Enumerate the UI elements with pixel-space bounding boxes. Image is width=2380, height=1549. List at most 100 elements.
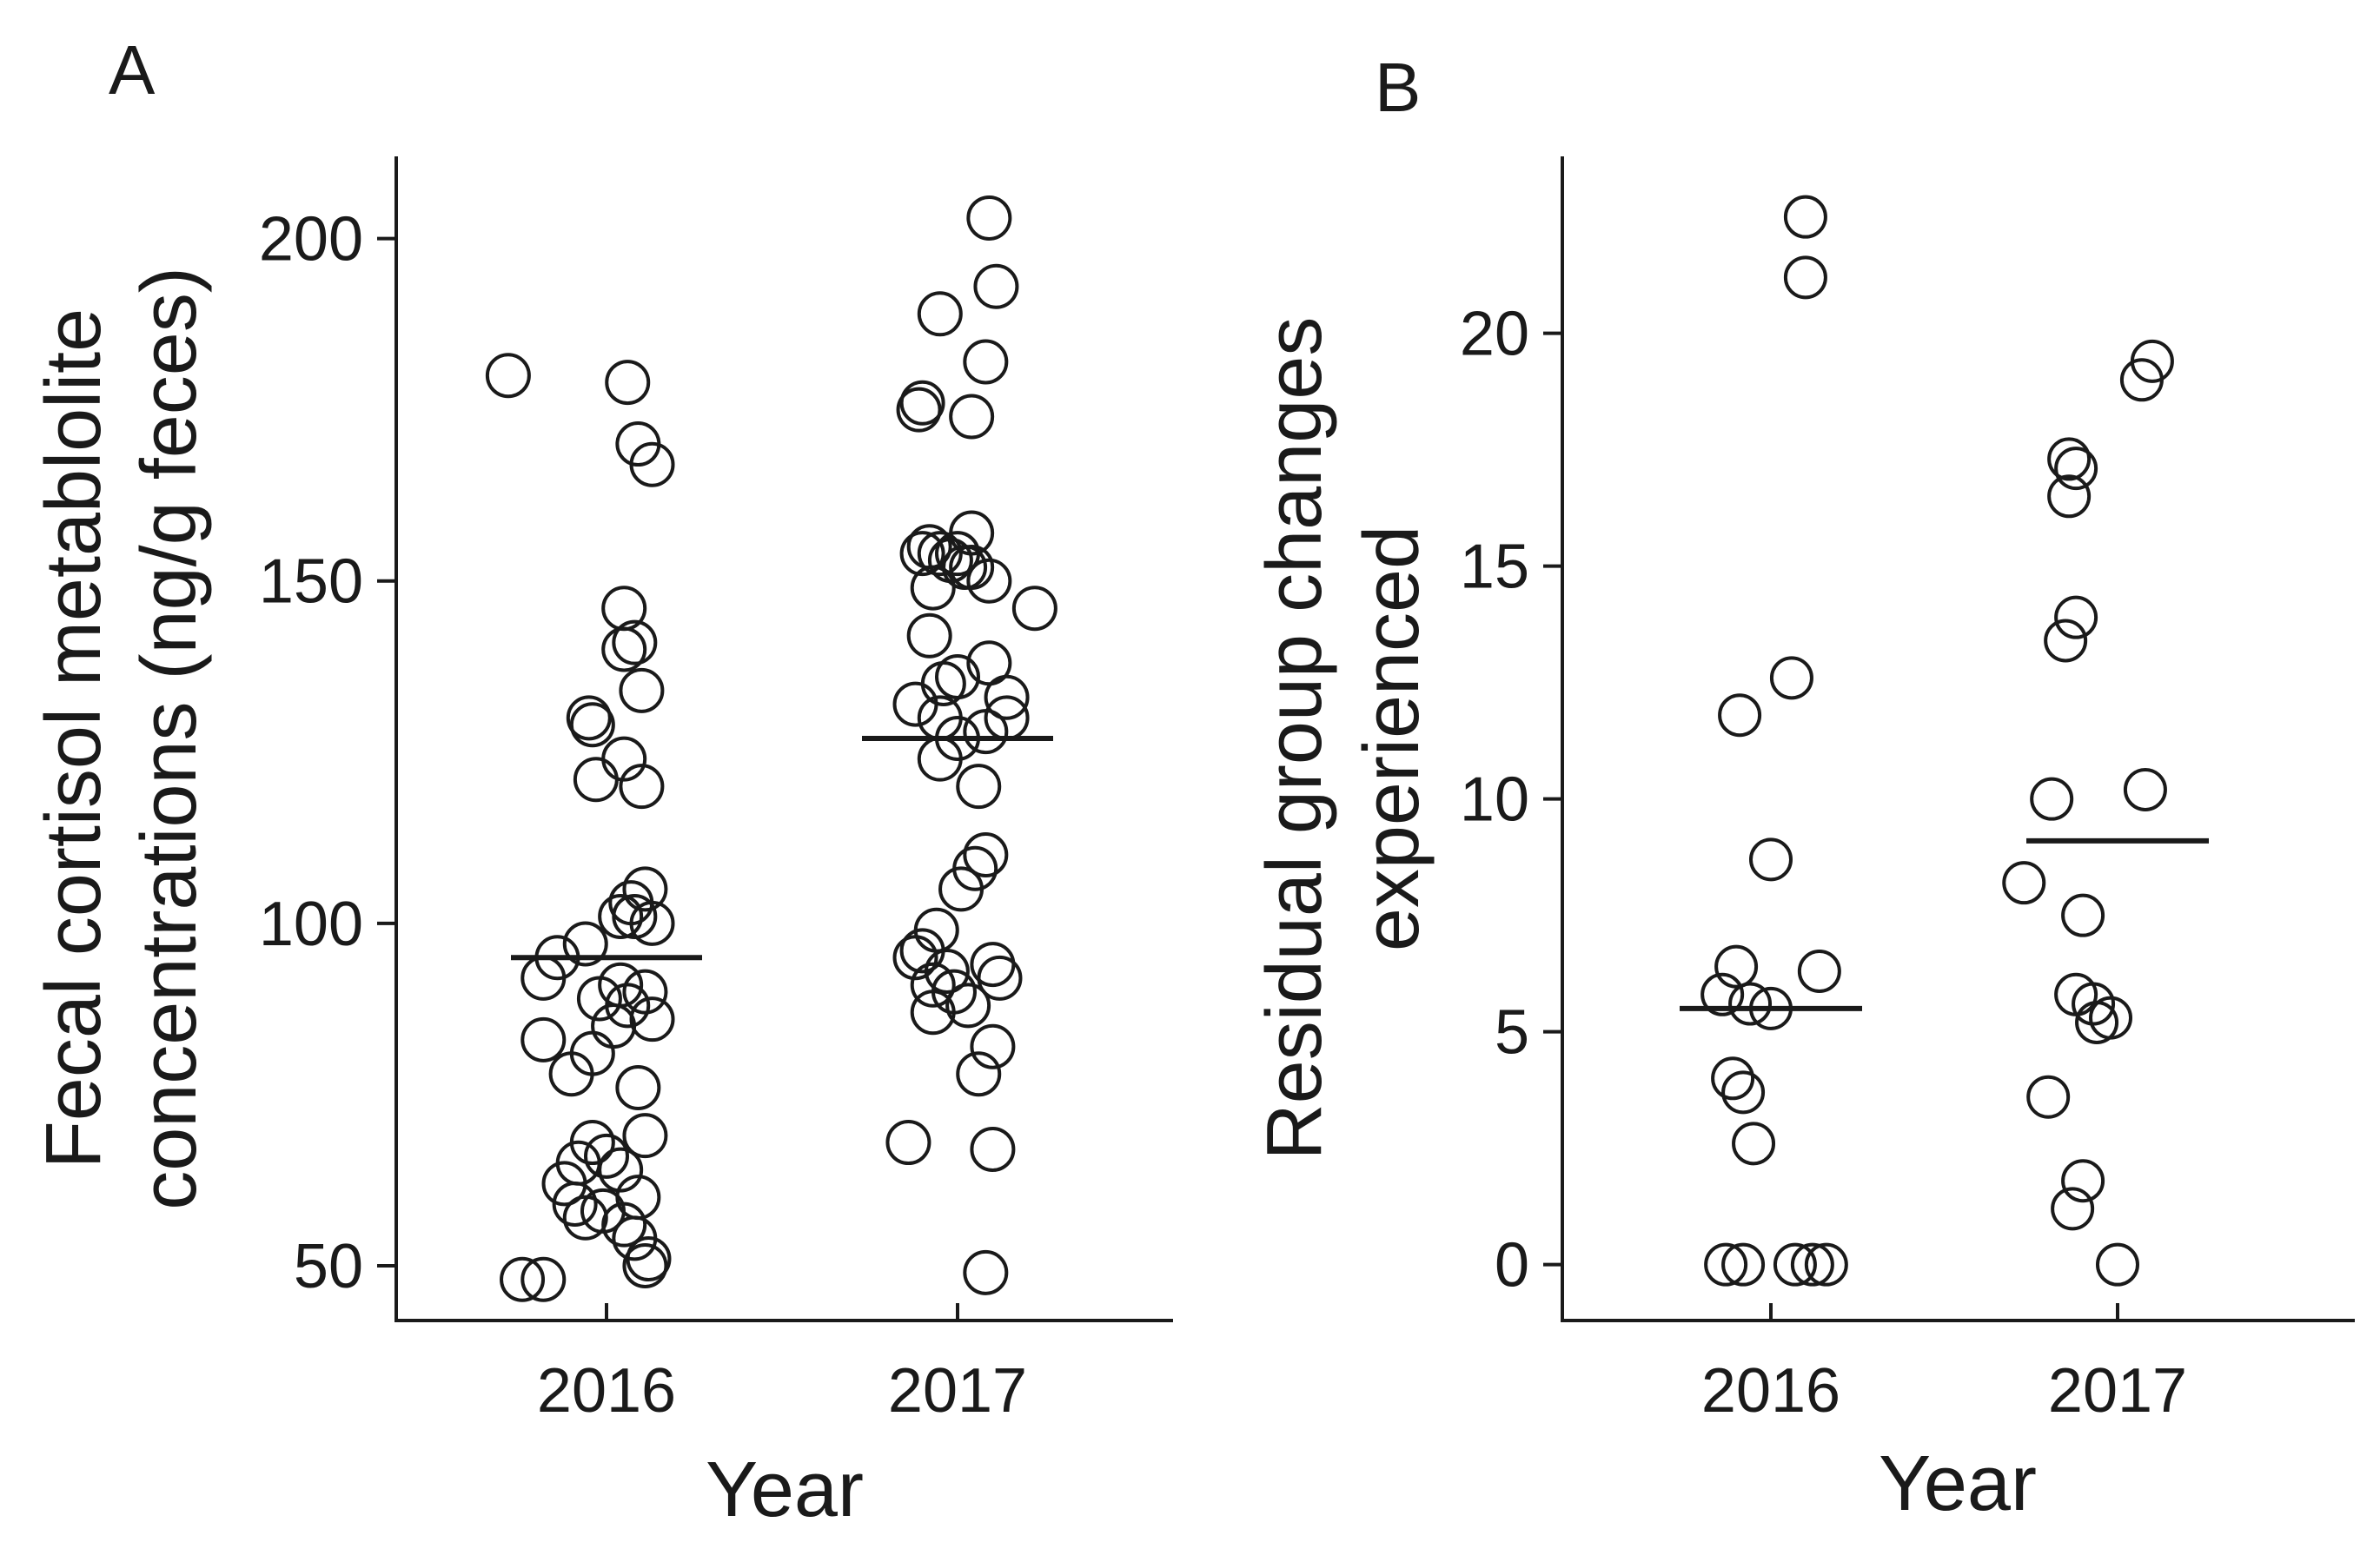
data-point-2017: [970, 1023, 1016, 1069]
data-point-2016: [1704, 1242, 1748, 1287]
data-point-2016: [1769, 656, 1813, 700]
data-point-2016: [576, 976, 622, 1022]
data-point-2016: [500, 1256, 546, 1302]
data-point-2016: [619, 667, 665, 713]
data-point-2017: [1011, 586, 1057, 632]
data-point-2016: [1749, 837, 1793, 882]
data-point-2016: [1714, 944, 1759, 989]
data-point-2017: [949, 394, 995, 440]
data-point-2016: [520, 1016, 567, 1062]
data-point-2016: [629, 996, 675, 1043]
panel-b-y-label-line-2: experienced: [1349, 526, 1435, 951]
data-point-2017: [910, 990, 956, 1036]
data-point-2016: [562, 921, 608, 967]
data-point-2016: [1790, 1242, 1834, 1287]
data-point-2016: [485, 353, 531, 399]
data-point-2016: [541, 1161, 587, 1207]
data-point-2016: [1728, 982, 1773, 1026]
data-point-2016: [584, 1133, 629, 1179]
data-point-2017: [2002, 861, 2046, 905]
data-point-2016: [622, 1242, 668, 1288]
data-point-2017: [2026, 1075, 2071, 1119]
data-point-2017: [910, 565, 956, 611]
data-point-2016: [605, 360, 651, 406]
data-point-2016: [629, 441, 675, 487]
data-point-2017: [966, 558, 1012, 604]
y-tick-label: 150: [259, 547, 363, 617]
data-point-2016: [1732, 1122, 1776, 1166]
data-point-2016: [1797, 950, 1841, 993]
panel-b: B 0 5 10 15 20 2016 2017 Year Residual group …: [1251, 49, 2355, 1527]
data-point-2016: [1783, 195, 1827, 239]
data-point-2017: [906, 612, 952, 659]
panel-b-y-ticks: 0 5 10 15 20: [1460, 300, 1562, 1301]
data-point-2016: [548, 1051, 594, 1097]
y-tick-label: 10: [1460, 765, 1529, 835]
panel-a-y-ticks: 50 100 150 200: [259, 205, 396, 1301]
data-point-2017: [899, 531, 945, 577]
data-point-2017: [2075, 1000, 2119, 1044]
data-point-2017: [2119, 358, 2164, 402]
x-tick-label: 2016: [1701, 1356, 1840, 1426]
data-point-2016: [626, 1236, 672, 1282]
data-point-2017: [917, 531, 963, 577]
panel-a-means: [511, 736, 1053, 961]
data-point-2017: [970, 1126, 1016, 1172]
data-point-2017: [2047, 437, 2092, 481]
data-point-2016: [1721, 1070, 1766, 1115]
data-point-2016: [566, 695, 612, 741]
data-point-2017: [2123, 767, 2167, 811]
data-point-2016: [598, 1147, 644, 1193]
panel-a-label: A: [109, 31, 156, 109]
data-point-2016: [1804, 1242, 1848, 1287]
panel-b-y-label-line-1: Residual group changes: [1251, 317, 1338, 1161]
data-point-2017: [885, 1120, 931, 1166]
y-tick-label: 15: [1460, 533, 1529, 602]
data-point-2017: [2061, 1159, 2105, 1203]
panel-b-x-label: Year: [1879, 1440, 2037, 1527]
data-point-2016: [601, 1201, 647, 1248]
panel-a-points: [485, 195, 1057, 1302]
panel-a-y-label-line-1: Fecal cortisol metablolite: [30, 308, 117, 1168]
data-point-2017: [892, 935, 938, 981]
data-point-2016: [598, 893, 644, 939]
data-point-2016: [569, 702, 615, 748]
panel-a-x-label: Year: [706, 1446, 864, 1533]
data-point-2017: [2061, 893, 2105, 937]
data-point-2016: [612, 619, 658, 665]
data-point-2017: [956, 764, 1002, 810]
data-point-2017: [949, 544, 995, 590]
data-point-2017: [917, 291, 963, 337]
data-point-2017: [892, 681, 938, 727]
data-point-2017: [977, 955, 1023, 1001]
panel-b-points: [1700, 195, 2174, 1287]
data-point-2017: [973, 263, 1019, 309]
x-tick-label: 2017: [888, 1356, 1027, 1426]
y-tick-label: 50: [294, 1232, 363, 1301]
panel-b-x-ticks: 2016 2017: [1701, 1303, 2187, 1426]
data-point-2016: [1773, 1242, 1817, 1287]
data-point-2016: [622, 1113, 668, 1159]
data-point-2017: [2051, 1187, 2095, 1231]
data-point-2016: [520, 1256, 567, 1302]
data-point-2017: [956, 1051, 1002, 1097]
data-point-2016: [629, 900, 675, 946]
data-point-2016: [562, 1195, 608, 1241]
y-tick-label: 100: [259, 890, 363, 959]
data-point-2017: [910, 962, 956, 1008]
y-tick-label: 5: [1495, 998, 1529, 1068]
data-point-2017: [896, 387, 942, 433]
y-tick-label: 0: [1495, 1231, 1529, 1301]
y-tick-label: 20: [1460, 300, 1529, 369]
data-point-2016: [1711, 1056, 1755, 1101]
x-tick-label: 2017: [2048, 1356, 2187, 1426]
data-point-2017: [963, 832, 1009, 877]
data-point-2017: [963, 1249, 1009, 1295]
panel-a-y-label-line-2: concentrations (ng/g feces): [126, 267, 213, 1210]
data-point-2016: [552, 1182, 598, 1227]
data-point-2017: [938, 866, 984, 912]
data-point-2017: [966, 195, 1012, 241]
data-point-2017: [984, 674, 1030, 720]
data-point-2017: [963, 709, 1009, 755]
